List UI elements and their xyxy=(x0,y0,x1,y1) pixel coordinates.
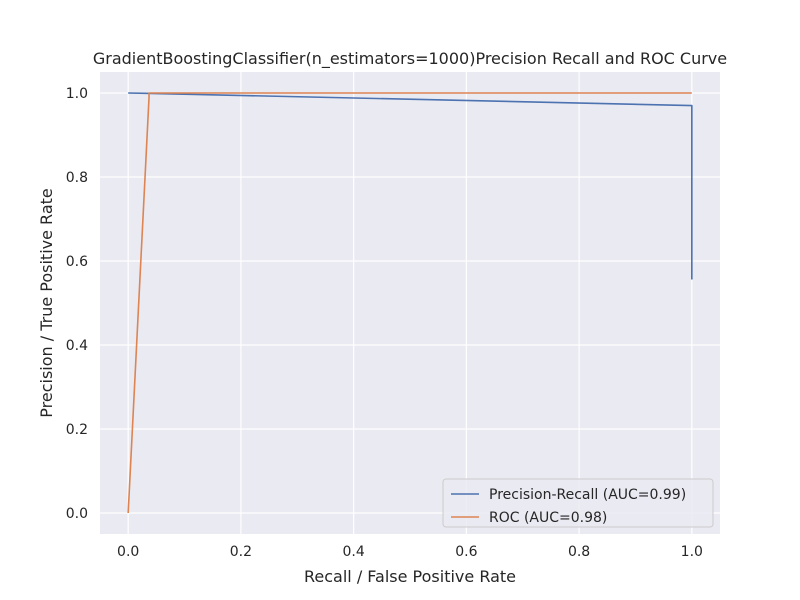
series-line-roc xyxy=(127,92,692,514)
x-tick-label: 0.4 xyxy=(343,544,365,560)
y-axis-label: Precision / True Positive Rate xyxy=(37,188,56,417)
y-tick-label: 0.6 xyxy=(66,254,88,270)
legend-entry-label: ROC (AUC=0.98) xyxy=(489,510,607,526)
x-tick-label: 0.6 xyxy=(455,544,477,560)
series-line-precision-recall xyxy=(128,92,693,280)
y-tick-label: 1.0 xyxy=(66,86,88,102)
x-tick-label: 1.0 xyxy=(681,544,703,560)
tick-labels: 0.0 0.2 0.4 0.6 0.8 1.0 0.0 0.2 0.4 0.6 0.8 1.0 xyxy=(66,86,703,560)
legend-entry-label: Precision-Recall (AUC=0.99) xyxy=(489,487,686,503)
x-tick-label: 0.8 xyxy=(568,544,590,560)
y-tick-label: 0.0 xyxy=(66,506,88,522)
x-axis-label: Recall / False Positive Rate xyxy=(304,567,516,586)
plot-area xyxy=(100,72,720,534)
legend: Precision-Recall (AUC=0.99) ROC (AUC=0.98… xyxy=(442,478,714,528)
y-tick-label: 0.2 xyxy=(66,422,88,438)
x-tick-label: 0.0 xyxy=(117,544,139,560)
legend-box xyxy=(442,478,714,528)
chart-title: GradientBoostingClassifier(n_estimators=… xyxy=(93,49,727,69)
y-tick-label: 0.8 xyxy=(66,170,88,186)
x-tick-label: 0.2 xyxy=(230,544,252,560)
y-tick-label: 0.4 xyxy=(66,338,88,354)
series-lines xyxy=(127,92,693,514)
grid xyxy=(100,72,720,534)
